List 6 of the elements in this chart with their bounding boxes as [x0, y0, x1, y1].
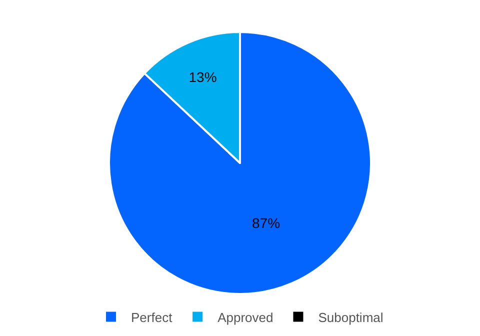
legend-label: Suboptimal — [318, 310, 384, 325]
legend-label: Approved — [218, 310, 274, 325]
data-label: 13% — [188, 68, 217, 85]
data-label: 87% — [252, 215, 280, 232]
legend-label: Perfect — [131, 310, 173, 325]
pie-slice — [108, 31, 372, 295]
